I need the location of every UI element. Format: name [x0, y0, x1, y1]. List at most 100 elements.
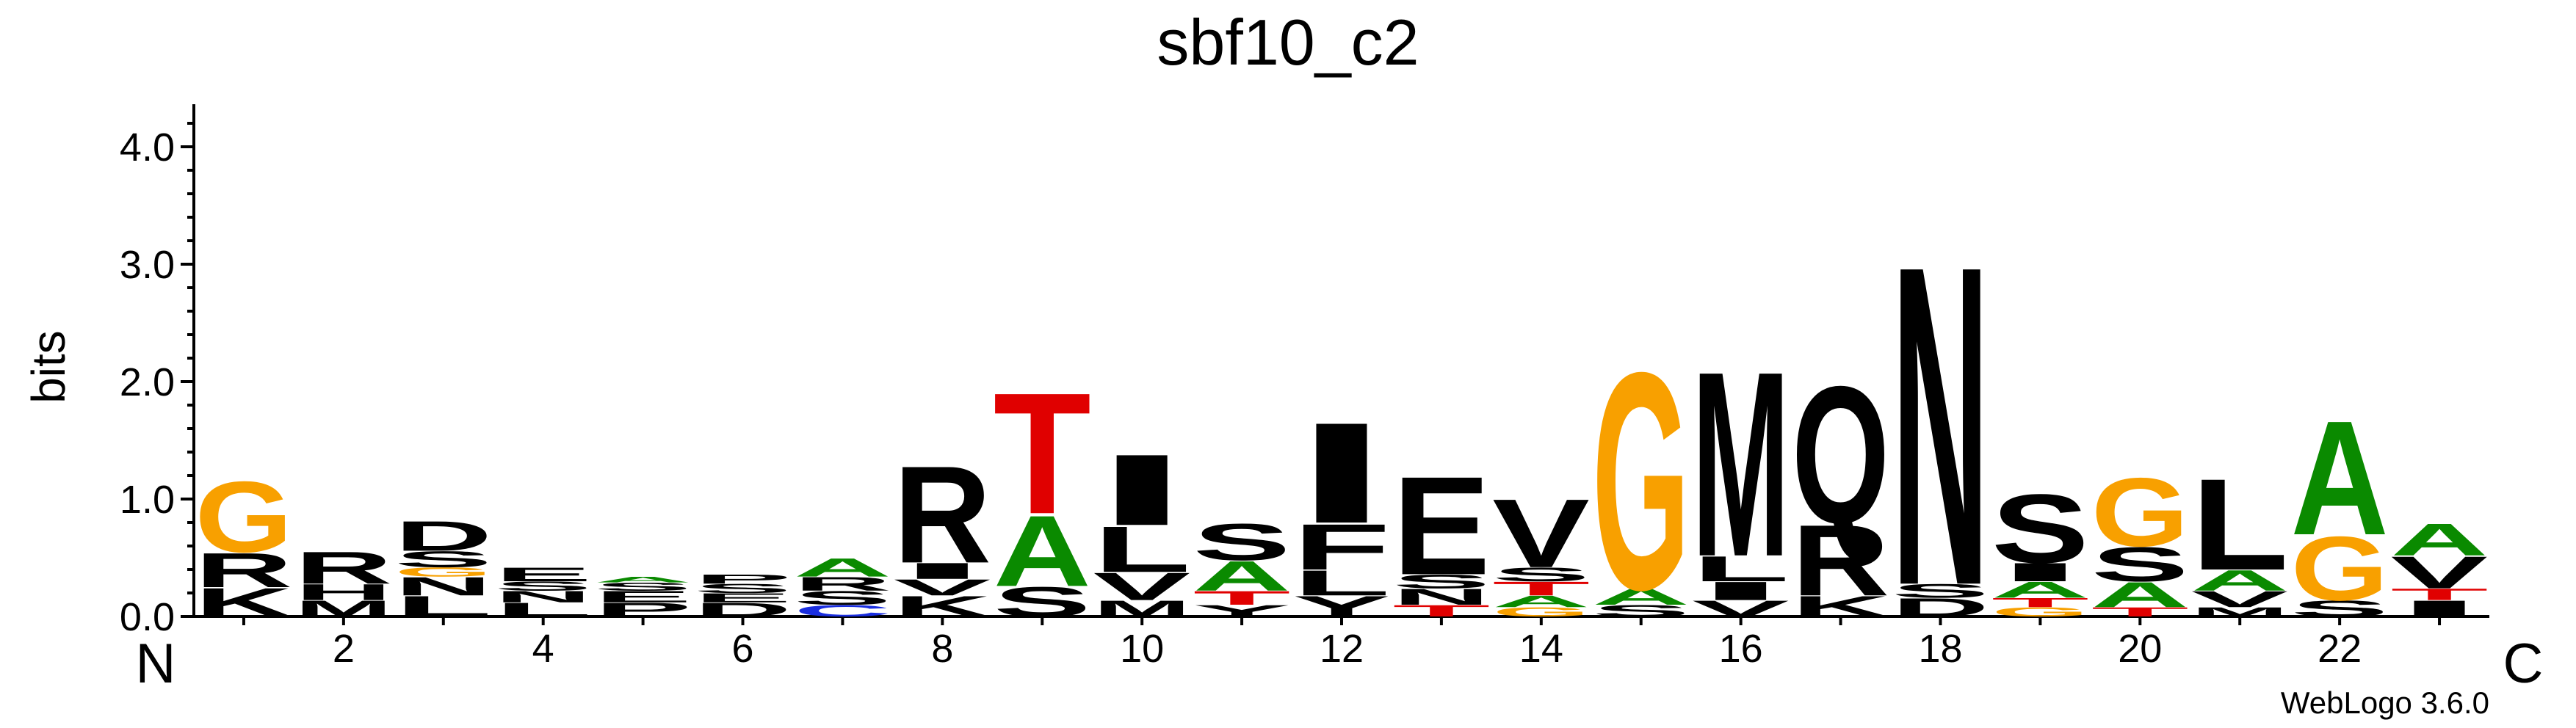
logo-letter-t: T: [1193, 587, 1290, 609]
logo-letter-s: S: [1592, 602, 1690, 620]
logo-letter-k: K: [894, 590, 991, 623]
logo-column-15: SAG: [1592, 308, 1690, 655]
logo-letter-m: M: [2191, 605, 2289, 619]
logo-letter-l: L: [1692, 549, 1790, 589]
logo-column-18: DSN: [1892, 172, 1989, 681]
logo-letter-t: T: [1991, 595, 2089, 610]
logo-letter-v: V: [1692, 596, 1790, 622]
logo-letter-a: A: [994, 495, 1091, 608]
logo-letter-e: E: [694, 591, 792, 605]
logo-letter-d: D: [1892, 593, 1989, 622]
logo-letter-i: I: [894, 558, 991, 584]
x-tick-label: 16: [1719, 627, 1763, 671]
c-terminal-label: C: [2503, 633, 2544, 695]
logo-letter-a: A: [2291, 387, 2389, 569]
x-tick-label: 6: [731, 627, 753, 671]
logo-letter-r: R: [894, 437, 991, 592]
y-tick-label: 3.0: [120, 243, 175, 287]
logo-letter-i: I: [1292, 393, 1390, 553]
x-tick-label: 14: [1519, 627, 1563, 671]
logo-letter-s: S: [594, 580, 692, 593]
logo-letter-y: Y: [1292, 590, 1390, 623]
logo-letter-g: G: [195, 460, 292, 573]
logo-letter-e: E: [1392, 448, 1490, 604]
logo-letter-k: K: [1792, 590, 1889, 623]
logo-letter-g: G: [2091, 457, 2189, 567]
logo-letter-d: D: [394, 512, 492, 560]
x-tick-label: 8: [931, 627, 953, 671]
logo-letter-m: M: [294, 596, 392, 622]
logo-letter-v: V: [1492, 478, 1590, 588]
logo-letter-r: R: [294, 542, 392, 594]
x-tick-label: 18: [1918, 627, 1962, 671]
weblogo-credit: WebLogo 3.6.0: [2281, 685, 2489, 720]
x-axis: 2 4 6 8 10 12 14 16 18 20 22: [194, 615, 2489, 671]
logo-column-17: KRQ: [1792, 346, 1889, 623]
logo-letter-i: I: [1692, 576, 1790, 605]
logo-letter-a: A: [1592, 584, 1690, 610]
logo-letter-s: S: [994, 578, 1091, 625]
logo-letter-l: L: [494, 599, 592, 621]
logo-letter-k: K: [195, 580, 292, 625]
logo-letter-p: P: [594, 599, 692, 621]
logo-letter-s: S: [494, 579, 592, 594]
x-tick-label: 10: [1120, 627, 1164, 671]
logo-letter-s: S: [1193, 513, 1290, 572]
logo-letter-r: R: [794, 573, 891, 595]
logo-letter-g: G: [394, 565, 492, 580]
logo-letter-v: V: [894, 575, 991, 600]
logo-letter-a: A: [2390, 514, 2488, 566]
logo-letter-h: H: [294, 580, 392, 605]
logo-column-22: SGA: [2291, 387, 2389, 622]
y-tick-label: 1.0: [120, 478, 175, 522]
logo-letter-s: S: [2091, 537, 2189, 592]
logo-letter-l: L: [2191, 452, 2289, 597]
y-tick-label: 0.0: [120, 595, 175, 639]
logo-letter-s: S: [1892, 580, 1989, 602]
logo-letter-y: Y: [1193, 602, 1290, 620]
logo-letter-e: E: [594, 588, 692, 606]
logo-letter-a: A: [2191, 564, 2289, 597]
logo-letter-e: E: [494, 564, 592, 586]
logo-letter-m: M: [1093, 596, 1191, 622]
logo-letter-n: N: [494, 588, 592, 606]
logo-letter-g: G: [1991, 605, 2089, 619]
logo-letter-s: S: [694, 581, 792, 596]
logo-column-1: KRG: [195, 460, 292, 625]
logo-letter-s: S: [2291, 596, 2389, 622]
logo-letter-n: N: [1892, 172, 1989, 681]
y-axis: 0.0 1.0 2.0 3.0 4.0: [120, 104, 195, 639]
x-tick-label: 22: [2318, 627, 2362, 671]
logo-letter-p: P: [694, 572, 792, 586]
logo-letter-g: G: [1592, 308, 1690, 655]
logo-letter-t: T: [994, 357, 1091, 550]
x-tick-label: 4: [532, 627, 554, 671]
logo-letter-r: R: [195, 543, 292, 598]
logo-letter-n: N: [1392, 584, 1490, 610]
y-tick-label: 4.0: [120, 125, 175, 170]
logo-letter-v: V: [1093, 564, 1191, 608]
logo-letter-i: I: [1991, 558, 2089, 587]
logo-letter-g: G: [1492, 605, 1590, 619]
logo-letter-f: F: [1292, 511, 1390, 583]
logo-letter-q: Q: [1792, 346, 1889, 565]
logo-letter-i: I: [2390, 596, 2488, 622]
logo-letter-t: T: [1392, 602, 1490, 620]
logo-letter-m: M: [1692, 317, 1790, 612]
logo-letter-t: T: [1492, 578, 1590, 600]
logo-letter-i: I: [1093, 434, 1191, 547]
logo-column-2: MHR: [294, 542, 392, 622]
logo-letter-a: A: [2091, 575, 2189, 615]
x-tick-label: 12: [1320, 627, 1364, 671]
